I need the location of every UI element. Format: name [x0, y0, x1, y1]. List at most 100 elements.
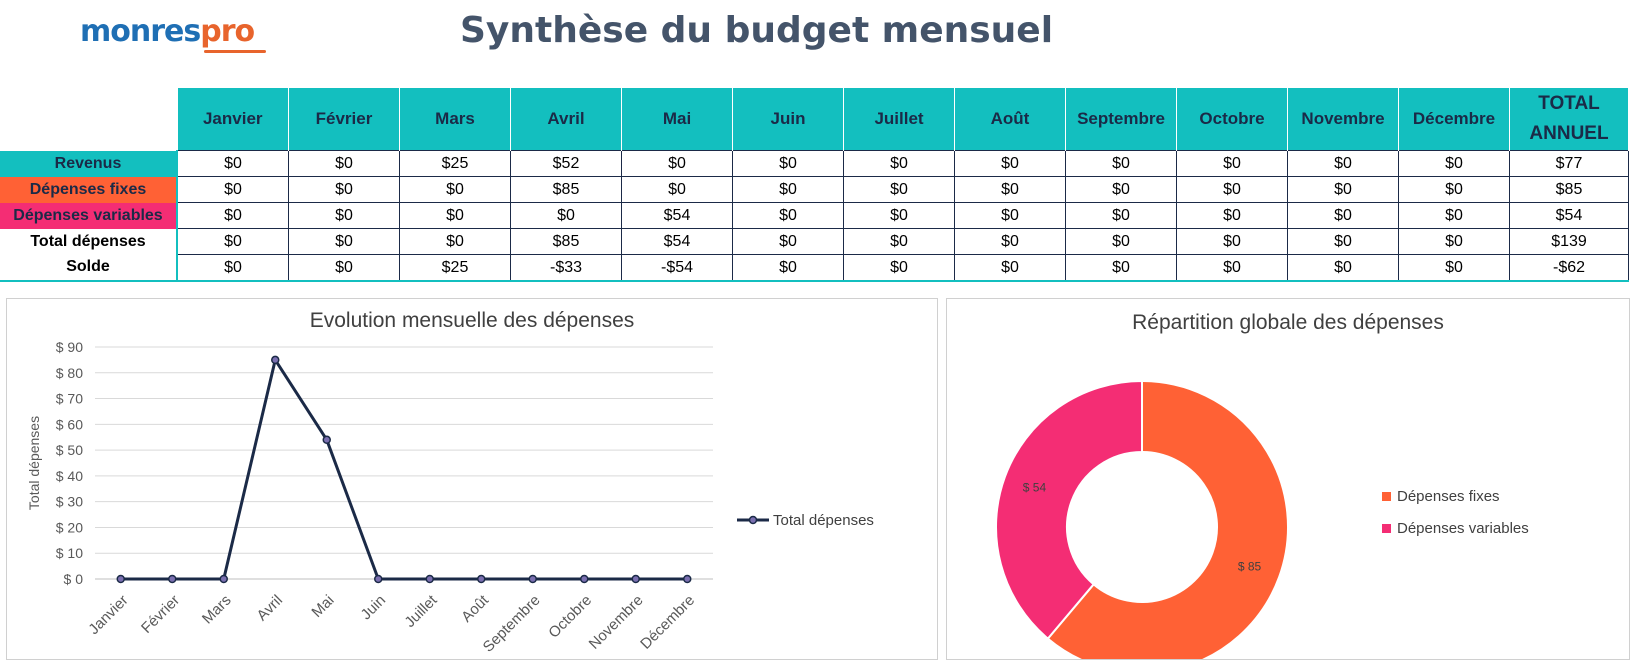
table-row: Dépenses variables $0 $0 $0 $0 $54 $0 $0 $0 $0 $0 $… — [0, 202, 1629, 229]
table-cell[interactable]: $0 — [732, 228, 844, 255]
table-cell[interactable]: $0 — [1176, 176, 1288, 203]
month-header[interactable]: Janvier — [176, 88, 289, 151]
table-cell[interactable]: $52 — [510, 150, 622, 177]
data-label: $ 85 — [1238, 559, 1262, 573]
table-cell[interactable]: $54 — [621, 228, 733, 255]
row-label[interactable]: Total dépenses — [0, 228, 178, 255]
logo-main-text: monres — [80, 14, 201, 49]
table-cell[interactable]: $0 — [1398, 228, 1510, 255]
table-cell[interactable]: $0 — [510, 202, 622, 229]
table-cell[interactable]: $25 — [399, 150, 511, 177]
table-cell[interactable]: $0 — [843, 228, 955, 255]
table-cell[interactable]: $0 — [843, 202, 955, 229]
data-point — [322, 435, 331, 445]
row-total-cell[interactable]: $139 — [1509, 228, 1629, 255]
table-cell[interactable]: $0 — [732, 176, 844, 203]
table-row: Revenus $0 $0 $25 $52 $0 $0 $0 $0 $0 $0 $0 $0 $77 — [0, 150, 1629, 177]
table-cell[interactable]: $0 — [1398, 150, 1510, 177]
month-header[interactable]: Juin — [732, 88, 844, 151]
table-cell[interactable]: $0 — [176, 202, 289, 229]
total-annuel-header[interactable]: TOTAL ANNUEL — [1509, 88, 1629, 151]
data-point — [219, 574, 228, 584]
table-cell[interactable]: $25 — [399, 254, 511, 282]
donut-chart-title: Répartition globale des dépenses — [1132, 311, 1444, 334]
data-point — [477, 574, 486, 584]
month-header[interactable]: Décembre — [1398, 88, 1510, 151]
table-cell[interactable]: $0 — [1398, 254, 1510, 282]
table-cell[interactable]: $0 — [1176, 150, 1288, 177]
table-cell[interactable]: $0 — [621, 150, 733, 177]
table-cell[interactable]: $0 — [843, 254, 955, 282]
table-cell[interactable]: $0 — [288, 254, 400, 282]
month-header[interactable]: Avril — [510, 88, 622, 151]
table-cell[interactable]: $0 — [954, 176, 1066, 203]
table-cell[interactable]: -$54 — [621, 254, 733, 282]
table-cell[interactable]: $0 — [399, 202, 511, 229]
table-cell[interactable]: $0 — [176, 176, 289, 203]
month-header[interactable]: Août — [954, 88, 1066, 151]
table-cell[interactable]: $0 — [621, 176, 733, 203]
table-cell[interactable]: $0 — [1065, 254, 1177, 282]
table-cell[interactable]: $0 — [1398, 176, 1510, 203]
data-point — [116, 574, 125, 584]
table-cell[interactable]: $54 — [621, 202, 733, 229]
table-cell[interactable]: $0 — [1287, 228, 1399, 255]
month-header[interactable]: Octobre — [1176, 88, 1288, 151]
row-total-cell[interactable]: $54 — [1509, 202, 1629, 229]
table-cell[interactable]: $0 — [732, 202, 844, 229]
table-cell[interactable]: $0 — [1176, 254, 1288, 282]
table-cell[interactable]: $85 — [510, 228, 622, 255]
month-header[interactable]: Novembre — [1287, 88, 1399, 151]
table-cell[interactable]: $0 — [954, 202, 1066, 229]
line-chart-panel[interactable]: Evolution mensuelle des dépenses $ 0 $ 10… — [6, 298, 938, 660]
row-label[interactable]: Solde — [0, 254, 178, 282]
table-cell[interactable]: $85 — [510, 176, 622, 203]
table-cell[interactable]: $0 — [1065, 176, 1177, 203]
table-cell[interactable]: $0 — [399, 228, 511, 255]
y-tick-label: $ 40 — [56, 468, 83, 484]
table-cell[interactable]: $0 — [954, 254, 1066, 282]
table-cell[interactable]: $0 — [732, 254, 844, 282]
table-cell[interactable]: $0 — [288, 150, 400, 177]
month-header[interactable]: Septembre — [1065, 88, 1177, 151]
table-cell[interactable]: $0 — [176, 150, 289, 177]
table-cell[interactable]: $0 — [176, 254, 289, 282]
row-total-cell[interactable]: $77 — [1509, 150, 1629, 177]
table-cell[interactable]: $0 — [843, 176, 955, 203]
line-chart-title: Evolution mensuelle des dépenses — [309, 309, 635, 332]
row-label[interactable]: Dépenses variables — [0, 202, 178, 229]
table-cell[interactable]: $0 — [1176, 202, 1288, 229]
row-total-cell[interactable]: $85 — [1509, 176, 1629, 203]
month-header[interactable]: Mars — [399, 88, 511, 151]
table-cell[interactable]: $0 — [1065, 228, 1177, 255]
table-cell[interactable]: -$33 — [510, 254, 622, 282]
table-cell[interactable]: $0 — [176, 228, 289, 255]
table-cell[interactable]: $0 — [954, 228, 1066, 255]
month-header[interactable]: Février — [288, 88, 400, 151]
table-cell[interactable]: $0 — [288, 228, 400, 255]
table-cell[interactable]: $0 — [1287, 254, 1399, 282]
logo-accent-text: pro — [200, 14, 255, 49]
table-cell[interactable]: $0 — [843, 150, 955, 177]
month-header[interactable]: Mai — [621, 88, 733, 151]
table-cell[interactable]: $0 — [399, 176, 511, 203]
table-cell[interactable]: $0 — [954, 150, 1066, 177]
row-label[interactable]: Dépenses fixes — [0, 176, 178, 203]
table-cell[interactable]: $0 — [1065, 150, 1177, 177]
table-cell[interactable]: $0 — [1287, 202, 1399, 229]
row-label[interactable]: Revenus — [0, 150, 178, 177]
donut-chart-panel[interactable]: Répartition globale des dépenses $ 85 $ 5… — [946, 298, 1630, 664]
month-header[interactable]: Juillet — [843, 88, 955, 151]
table-cell[interactable]: $0 — [1287, 150, 1399, 177]
table-cell[interactable]: $0 — [288, 202, 400, 229]
table-cell[interactable]: $0 — [1065, 202, 1177, 229]
row-total-cell[interactable]: -$62 — [1509, 254, 1629, 282]
series-line — [120, 358, 688, 581]
table-cell[interactable]: $0 — [1398, 202, 1510, 229]
table-cell[interactable]: $0 — [288, 176, 400, 203]
table-cell[interactable]: $0 — [1287, 176, 1399, 203]
table-cell[interactable]: $0 — [1176, 228, 1288, 255]
table-corner — [0, 88, 177, 151]
table-cell[interactable]: $0 — [732, 150, 844, 177]
data-label: $ 54 — [1023, 481, 1047, 495]
